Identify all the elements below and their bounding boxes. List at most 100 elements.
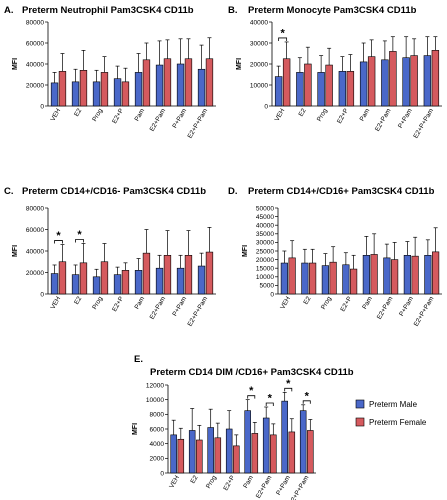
panel-e-bar-female <box>307 430 314 474</box>
panel-d-y-tick-label: 25000 <box>256 248 274 255</box>
panel-a-y-axis-label: MFI <box>12 58 19 70</box>
panel-e-significance-star: * <box>249 385 254 397</box>
panel-b-significance-star: * <box>280 27 285 39</box>
panel-c-x-tick-label: P+Pam <box>171 296 188 318</box>
panel-c-y-tick-label: 40000 <box>26 248 44 255</box>
panel-d-y-tick-label: 50000 <box>256 205 274 212</box>
panel-b-title: Preterm Monocyte Pam3CSK4 CD11b <box>248 5 417 16</box>
panel-d-y-axis-label: MFI <box>242 245 249 257</box>
panel-c-label: C. <box>4 186 14 197</box>
panel-a: A. Preterm Neutrophil Pam3CSK4 CD11b 0 20… <box>4 5 216 140</box>
panel-b-y-tick-label: 20000 <box>250 61 268 68</box>
panel-c-bar-male <box>155 267 164 295</box>
panel-c-x-tick-label: E2+P <box>111 296 125 313</box>
panel-a-bar-male <box>50 82 59 107</box>
panel-a-x-tick-label: VEH <box>49 107 62 122</box>
panel-a-x-tick-label: E2+P <box>111 108 125 125</box>
panel-d-title: Preterm CD14+/CD16+ Pam3CSK4 CD11b <box>248 186 435 197</box>
panel-a-x-tick-label: Pam <box>133 108 146 123</box>
panel-d-bar-male <box>301 262 309 295</box>
panel-e-y-tick-label: 6000 <box>150 426 165 433</box>
panel-e-x-tick-label: Prog <box>205 474 218 490</box>
panel-c-bar-female <box>58 261 67 295</box>
panel-b-label: B. <box>228 5 238 16</box>
panel-a-bar-female <box>184 58 193 107</box>
panel-a-bar-male <box>92 81 101 107</box>
panel-d-bar-female <box>309 262 317 295</box>
panel-c-bar-male <box>50 273 59 295</box>
panel-e-x-tick-label: E2+Pam <box>255 475 274 500</box>
panel-e-significance-star: * <box>268 393 273 405</box>
panel-d-bar-male <box>280 262 288 295</box>
legend-label-female: Preterm Female <box>369 418 427 427</box>
panel-a-bar-male <box>155 64 164 107</box>
panel-e-bar-male <box>281 400 288 474</box>
panel-c-bar-male <box>176 267 185 295</box>
panel-a-x-tick-label: P+Pam <box>171 108 188 130</box>
panel-e-label: E. <box>134 354 143 365</box>
panel-d-bar-male <box>342 264 350 295</box>
panel-d-y-tick-label: 30000 <box>256 240 274 247</box>
panel-e-significance-bracket <box>247 395 256 399</box>
panel-a-bar-female <box>58 71 67 107</box>
panel-d-x-tick-label: Prog <box>320 295 333 311</box>
panel-b-y-axis-label: MFI <box>236 58 243 70</box>
panel-c-x-tick-label: VEH <box>49 295 62 310</box>
panel-d-bar-female <box>288 257 296 295</box>
panel-b-bar-male <box>274 76 283 107</box>
panel-b-bar-male <box>402 57 410 107</box>
panel-e-x-tick-label: E2 <box>189 474 199 485</box>
panel-e-bar-male <box>225 428 233 474</box>
panel-b-bar-female <box>304 63 312 107</box>
panel-b-bar-female <box>282 58 291 107</box>
panel-e-bar-female <box>233 445 240 474</box>
panel-d-bar-male <box>383 257 391 295</box>
panel-e-bar-male <box>188 430 196 474</box>
panel-d-bar-female <box>350 268 358 295</box>
panel-b-bar-female <box>389 51 397 107</box>
panel-c-bar-female <box>142 252 151 295</box>
panel-c-bar-female <box>100 261 109 295</box>
panel-e-y-tick-label: 10000 <box>146 397 164 404</box>
panel-a-y-tick-label: 20000 <box>26 82 44 89</box>
panel-c-bar-male <box>197 265 206 295</box>
panel-b-bar-female <box>325 64 333 107</box>
panel-a-bar-female <box>100 72 109 107</box>
panel-a-x-tick-label: E2+Pam <box>149 108 168 133</box>
panel-c-y-tick-label: 60000 <box>26 227 44 234</box>
panel-d-bar-male <box>362 255 370 295</box>
panel-a-y-tick-label: 0 <box>40 103 44 110</box>
panel-e-significance-star: * <box>286 378 291 390</box>
panel-a-bar-female <box>205 58 214 107</box>
panel-a-bar-male <box>197 68 206 107</box>
panel-e-x-tick-label: P+Pam <box>275 475 292 497</box>
panel-c-bar-female <box>163 255 172 295</box>
panel-b-bar-male <box>317 72 325 107</box>
panel-a-bar-male <box>134 72 143 107</box>
panel-c-y-axis-label: MFI <box>12 245 19 257</box>
panel-e-title: Preterm CD14 DIM /CD16+ Pam3CSK4 CD11b <box>150 367 354 378</box>
panel-e-y-axis-label: MFI <box>132 423 139 435</box>
panel-e: E. Preterm CD14 DIM /CD16+ Pam3CSK4 CD11… <box>132 354 354 500</box>
panel-a-bar-female <box>79 70 88 107</box>
panel-a-x-tick-label: E2+P+Pam <box>187 108 210 140</box>
panel-c-bar-female <box>205 251 214 295</box>
panel-d-x-tick-label: E2+P <box>339 296 353 313</box>
panel-c-significance-star: * <box>56 230 61 242</box>
panel-c-x-tick-label: Pam <box>133 296 146 311</box>
panel-c-bar-female <box>184 255 193 295</box>
legend: Preterm Male Preterm Female <box>355 399 427 427</box>
panel-e-bar-female <box>196 439 203 474</box>
panel-a-bar-female <box>142 59 151 107</box>
panel-c-bar-male <box>134 270 143 295</box>
legend-swatch-male <box>355 399 365 409</box>
panel-e-significance-bracket <box>302 400 311 404</box>
panel-b: B. Preterm Monocyte Pam3CSK4 CD11b 0 1000… <box>228 5 442 140</box>
panel-c: C. Preterm CD14+/CD16- Pam3CSK4 CD11b 0 2… <box>4 186 216 328</box>
panel-b-x-tick-label: VEH <box>274 107 287 122</box>
panel-d-y-tick-label: 15000 <box>256 266 274 273</box>
panel-e-bar-female <box>214 437 222 474</box>
panel-e-bar-male <box>299 410 307 474</box>
panel-d-bar-female <box>391 259 399 295</box>
